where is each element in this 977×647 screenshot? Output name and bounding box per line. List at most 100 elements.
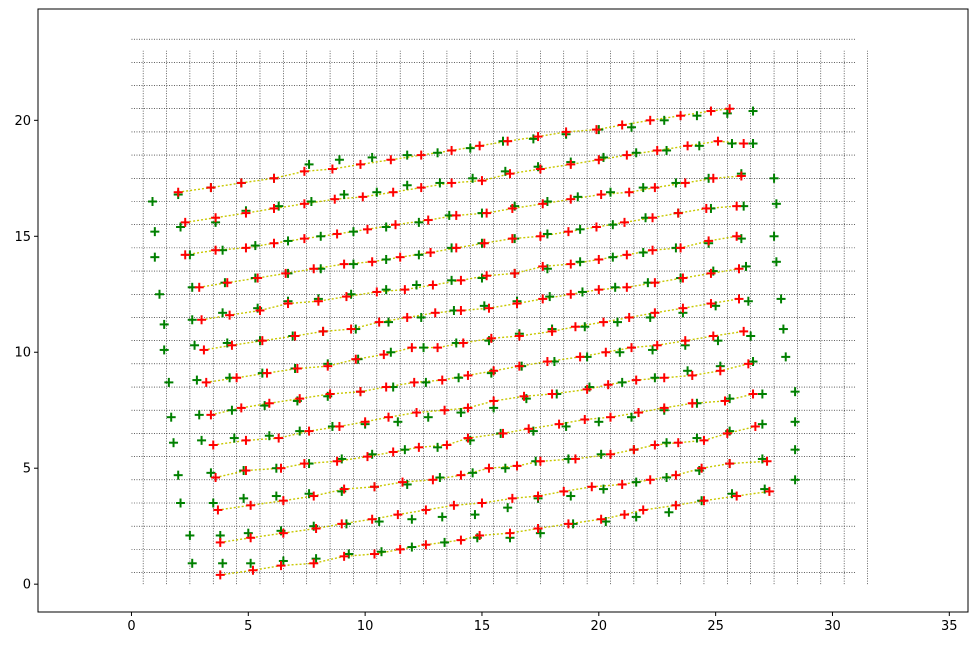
red-plus-marker — [426, 248, 436, 258]
red-plus-marker — [634, 408, 644, 418]
red-plus-marker — [395, 544, 405, 554]
green-plus-marker — [610, 282, 620, 292]
red-plus-marker — [538, 294, 548, 304]
green-plus-marker — [760, 484, 770, 494]
red-plus-marker — [503, 136, 513, 146]
red-plus-marker — [617, 120, 627, 130]
red-plus-marker — [241, 208, 251, 218]
green-plus-marker — [243, 528, 253, 538]
red-plus-marker — [369, 482, 379, 492]
green-plus-marker — [748, 357, 758, 367]
red-plus-marker — [601, 347, 611, 357]
green-plus-marker — [769, 231, 779, 241]
red-plus-marker — [194, 282, 204, 292]
green-plus-marker — [746, 331, 756, 341]
green-plus-marker — [421, 377, 431, 387]
green-plus-marker — [295, 426, 305, 436]
green-plus-marker — [713, 336, 723, 346]
red-plus-marker — [475, 530, 485, 540]
red-plus-marker — [671, 470, 681, 480]
green-plus-marker — [748, 106, 758, 116]
green-plus-marker — [311, 554, 321, 564]
red-plus-marker — [428, 475, 438, 485]
green-plus-marker — [727, 139, 737, 149]
red-plus-marker — [325, 389, 335, 399]
row-curve — [217, 425, 756, 511]
green-plus-marker — [278, 556, 288, 566]
red-plus-marker — [622, 250, 632, 260]
red-plus-marker — [236, 403, 246, 413]
green-plus-marker — [316, 231, 326, 241]
green-plus-marker — [271, 491, 281, 501]
red-plus-marker — [369, 549, 379, 559]
red-plus-marker — [433, 343, 443, 353]
green-plus-marker — [218, 558, 228, 568]
green-plus-marker — [500, 463, 510, 473]
green-plus-marker — [384, 317, 394, 327]
green-plus-marker — [598, 484, 608, 494]
red-plus-marker — [697, 463, 707, 473]
green-plus-marker — [147, 196, 157, 206]
red-plus-marker — [673, 208, 683, 218]
red-plus-marker — [388, 187, 398, 197]
green-plus-marker — [440, 537, 450, 547]
green-plus-marker — [465, 143, 475, 153]
green-plus-marker — [683, 366, 693, 376]
red-plus-marker — [708, 173, 718, 183]
red-plus-marker — [358, 192, 368, 202]
red-plus-marker — [395, 252, 405, 262]
green-plus-marker — [528, 134, 538, 144]
green-plus-marker — [176, 498, 186, 508]
green-plus-marker — [250, 241, 260, 251]
red-plus-marker — [596, 190, 606, 200]
green-plus-marker — [631, 477, 641, 487]
red-plus-marker — [680, 178, 690, 188]
green-plus-marker — [769, 173, 779, 183]
red-plus-marker — [477, 176, 487, 186]
red-plus-marker — [676, 243, 686, 253]
red-plus-marker — [479, 238, 489, 248]
red-plus-marker — [673, 438, 683, 448]
green-plus-marker — [631, 512, 641, 522]
red-plus-marker — [199, 345, 209, 355]
red-plus-marker — [402, 312, 412, 322]
red-plus-marker — [627, 343, 637, 353]
green-plus-marker — [662, 472, 672, 482]
green-plus-marker — [545, 292, 555, 302]
red-plus-marker — [706, 106, 716, 116]
green-plus-marker — [743, 296, 753, 306]
red-plus-marker — [533, 524, 543, 534]
x-tick-label: 30 — [824, 619, 841, 634]
red-plus-marker — [201, 377, 211, 387]
red-plus-marker — [372, 287, 382, 297]
red-plus-marker — [208, 440, 218, 450]
red-plus-marker — [725, 459, 735, 469]
red-plus-marker — [575, 352, 585, 362]
red-plus-marker — [323, 361, 333, 371]
red-plus-marker — [622, 150, 632, 160]
red-plus-marker — [362, 452, 372, 462]
green-plus-marker — [337, 454, 347, 464]
red-plus-marker — [355, 159, 365, 169]
red-plus-marker — [510, 268, 520, 278]
green-plus-marker — [346, 289, 356, 299]
red-plus-marker — [451, 243, 461, 253]
red-plus-marker — [269, 173, 279, 183]
red-plus-marker — [309, 264, 319, 274]
red-plus-marker — [683, 141, 693, 151]
green-plus-marker — [197, 435, 207, 445]
green-plus-marker — [402, 150, 412, 160]
red-plus-marker — [484, 463, 494, 473]
red-plus-marker — [222, 278, 232, 288]
markers — [147, 104, 800, 580]
axis-ticks: 0 5 10 15 20 25 30 35 0 5 10 15 20 — [14, 114, 957, 634]
red-plus-marker — [650, 183, 660, 193]
red-plus-marker — [715, 366, 725, 376]
green-plus-marker — [741, 261, 751, 271]
red-plus-marker — [580, 415, 590, 425]
green-plus-marker — [416, 312, 426, 322]
grid-lines — [131, 38, 868, 585]
red-plus-marker — [412, 408, 422, 418]
red-plus-marker — [241, 435, 251, 445]
red-plus-marker — [547, 389, 557, 399]
